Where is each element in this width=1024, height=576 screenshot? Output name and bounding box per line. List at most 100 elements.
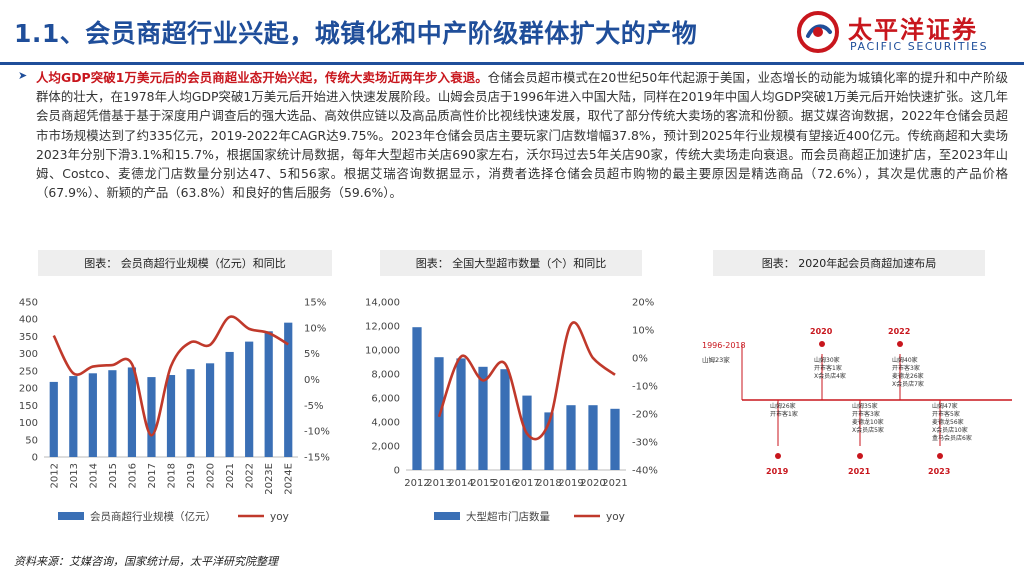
y-tick-label: 8,000 xyxy=(371,370,400,381)
y2-tick-label: 0% xyxy=(304,375,320,386)
y2-tick-label: -20% xyxy=(632,410,658,421)
summary-paragraph: 人均GDP突破1万美元后的会员商超业态开始兴起，传统大卖场近两年步入衰退。仓储会… xyxy=(36,68,1008,202)
bar xyxy=(245,341,254,457)
x-tick-label: 2017 xyxy=(147,463,158,488)
timeline-note: 山姆23家 xyxy=(702,355,730,364)
industry-scale-svg: 0 50 100 150 200 250 300 350 400 450 -15% -10% -5% 0%… xyxy=(19,298,330,524)
x-tick-label: 2014 xyxy=(88,463,99,488)
timeline-note: 山姆30家 xyxy=(814,356,840,364)
y2-tick-label: -15% xyxy=(304,453,330,464)
timeline-note: 山姆26家 xyxy=(770,402,796,410)
x-tick-label: 2016 xyxy=(127,463,138,488)
pacific-logo-icon xyxy=(797,11,839,53)
y-tick-label: 4,000 xyxy=(371,418,400,429)
x-tick-label: 2022 xyxy=(245,463,256,488)
timeline-year-label: 2019 xyxy=(766,467,789,476)
y-tick-label: 200 xyxy=(19,384,38,395)
bar xyxy=(205,363,215,457)
timeline-year-label: 2022 xyxy=(888,327,910,336)
timeline-year-label: 2021 xyxy=(848,467,871,476)
y-tick-label: 50 xyxy=(25,435,38,446)
y-tick-label: 0 xyxy=(32,453,38,464)
bar xyxy=(284,322,293,457)
y-tick-label: 12,000 xyxy=(365,322,400,333)
bar xyxy=(69,376,78,457)
x-tick-label: 2019 xyxy=(186,463,197,488)
bar xyxy=(88,373,97,457)
timeline-dot xyxy=(857,453,863,459)
bar xyxy=(544,412,554,470)
timeline-note: 山姆47家 xyxy=(932,402,958,410)
bar xyxy=(478,366,488,470)
yoy-line xyxy=(52,315,289,437)
y-tick-label: 6,000 xyxy=(371,394,400,405)
timeline-note: 麦德龙56家 xyxy=(932,418,964,426)
y-tick-label: 14,000 xyxy=(365,298,400,309)
x-tick-label: 2021 xyxy=(225,463,236,488)
bar xyxy=(108,370,117,457)
y2-tick-label: 10% xyxy=(304,323,326,334)
bar xyxy=(49,381,58,457)
x-tick-label: 2019 xyxy=(558,478,583,489)
timeline-year-label: 2023 xyxy=(928,467,950,476)
x-tick-label: 2015 xyxy=(108,463,119,488)
y2-tick-label: 15% xyxy=(304,298,326,309)
x-tick-label: 2023E xyxy=(264,463,275,495)
y-tick-label: 350 xyxy=(19,332,38,343)
y2-tick-label: -40% xyxy=(632,466,658,477)
y2-tick-label: -5% xyxy=(304,401,323,412)
y2-tick-label: -30% xyxy=(632,438,658,449)
timeline-note: 山姆40家 xyxy=(892,356,918,364)
summary-bullet: ➤ 人均GDP突破1万美元后的会员商超业态开始兴起，传统大卖场近两年步入衰退。仓… xyxy=(18,68,1008,202)
layout-timeline-svg: 1996-2018山姆23家2019山姆26家开市客1家2020山姆30家开市客… xyxy=(702,327,1012,476)
legend-swatch-bars xyxy=(434,512,460,520)
legend-label-line: yoy xyxy=(606,511,625,523)
timeline-note: 麦德龙10家 xyxy=(852,418,884,426)
industry-scale-chart: 0 50 100 150 200 250 300 350 400 450 -15% -10% -5% 0%… xyxy=(6,290,346,535)
timeline-note: 开市客5家 xyxy=(932,410,960,418)
y-tick-label: 150 xyxy=(19,401,38,412)
y-tick-label: 250 xyxy=(19,366,38,377)
yoy-line xyxy=(437,321,616,441)
timeline-dot xyxy=(937,453,943,459)
timeline-note: X会员店4家 xyxy=(814,372,846,380)
timeline-dot xyxy=(897,341,903,347)
bar xyxy=(127,367,137,457)
timeline-dot xyxy=(775,453,781,459)
chart-title-industry-scale: 图表： 会员商超行业规模（亿元）和同比 xyxy=(38,250,332,276)
x-tick-label: 2012 xyxy=(404,478,429,489)
hypermarket-count-svg: 0 2,000 4,000 6,000 8,000 10,000 12,000 14,000 -… xyxy=(365,298,658,524)
timeline-note: 山姆35家 xyxy=(852,402,878,410)
layout-timeline: 1996-2018 山姆23家 2019 山姆26家 开市客1家 2020 山姆30家 开市客… xyxy=(696,318,1014,478)
source-note: 资料来源：艾媒咨询，国家统计局，太平洋研究院整理 xyxy=(14,555,278,568)
hypermarket-count-chart: 0 2,000 4,000 6,000 8,000 10,000 12,000 14,000 -… xyxy=(356,290,666,535)
bar xyxy=(186,369,195,457)
company-logo: 太平洋证券 PACIFIC SECURITIES xyxy=(796,8,1006,56)
x-tick-label: 2018 xyxy=(536,478,561,489)
header-rule xyxy=(0,62,1024,65)
y-tick-label: 300 xyxy=(19,349,38,360)
y-tick-label: 2,000 xyxy=(371,442,400,453)
timeline-dot xyxy=(819,341,825,347)
y2-tick-label: 20% xyxy=(632,298,654,309)
bar xyxy=(264,331,273,457)
legend-swatch-bars xyxy=(58,512,84,520)
legend-label-bars: 大型超市门店数量 xyxy=(466,510,550,523)
timeline-note: X会员店7家 xyxy=(892,380,924,388)
timeline-note: 麦德龙26家 xyxy=(892,372,924,380)
x-tick-label: 2021 xyxy=(602,478,627,489)
bullet-arrow-icon: ➤ xyxy=(18,69,28,82)
legend-label-line: yoy xyxy=(270,511,289,523)
x-tick-label: 2020 xyxy=(206,463,217,488)
timeline-year-label: 1996-2018 xyxy=(702,341,746,350)
y-tick-label: 0 xyxy=(394,466,400,477)
timeline-note: 开市客1家 xyxy=(814,364,842,372)
timeline-note: X会员店5家 xyxy=(852,426,884,434)
y2-tick-label: 0% xyxy=(632,354,648,365)
bar xyxy=(610,408,620,470)
x-tick-label: 2013 xyxy=(426,478,451,489)
y-tick-label: 450 xyxy=(19,298,38,309)
y-tick-label: 100 xyxy=(19,418,38,429)
bar xyxy=(566,405,576,470)
y-tick-label: 400 xyxy=(19,315,38,326)
